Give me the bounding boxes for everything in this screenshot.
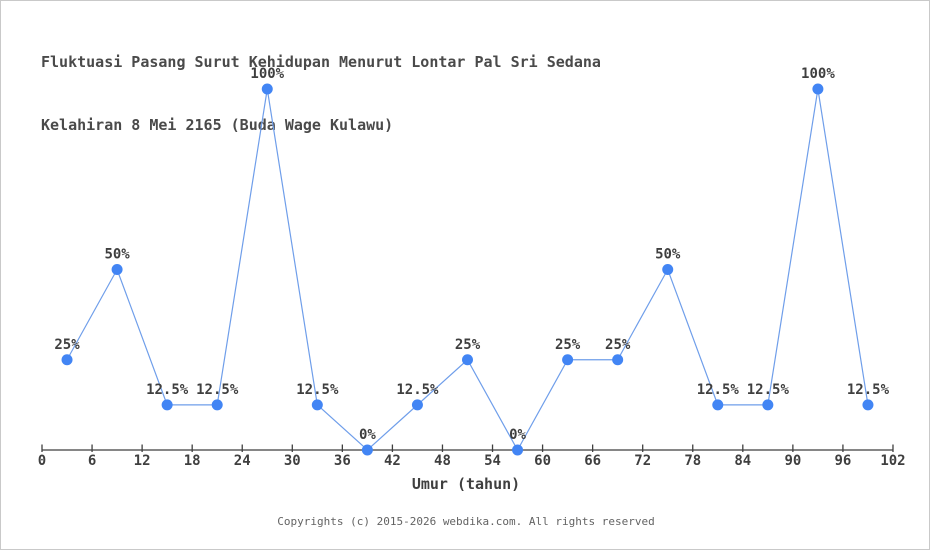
data-point-marker [411,399,423,411]
x-tick-label: 48 [434,453,451,469]
data-point-marker [612,354,624,366]
x-tick-label: 18 [184,453,201,469]
data-point-label: 12.5% [747,382,790,398]
chart-title-line2: Kelahiran 8 Mei 2165 (Buda Wage Kulawu) [41,116,394,134]
data-point-marker [662,264,674,275]
data-point-marker [812,83,824,95]
x-tick-label: 42 [384,453,401,469]
x-tick-label: 30 [284,453,301,469]
data-point-marker [161,399,173,411]
copyright-footer: Copyrights (c) 2015-2026 webdika.com. Al… [277,515,655,528]
x-tick-label: 78 [684,453,701,469]
data-point-marker [712,399,724,411]
x-tick-label: 84 [734,453,751,469]
x-axis-title: Umur (tahun) [411,475,521,493]
data-point-marker [461,354,473,366]
x-tick-label: 72 [634,453,651,469]
data-point-marker [562,354,574,366]
x-tick-label: 66 [584,453,601,469]
data-point-label: 50% [655,247,681,263]
x-tick-label: 6 [88,453,96,469]
data-point-marker [762,399,774,411]
data-point-label: 12.5% [396,382,439,398]
data-point-label: 25% [605,337,631,353]
data-point-label: 50% [104,247,130,263]
x-tick-label: 60 [534,453,551,469]
x-tick-label: 54 [484,453,501,469]
x-tick-label: 90 [784,453,801,469]
data-point-marker [361,444,373,456]
data-point-label: 12.5% [847,382,890,398]
data-point-label: 0% [359,427,376,443]
x-tick-label: 0 [38,453,46,469]
data-point-marker [111,264,123,275]
data-point-marker [862,399,874,411]
chart-title-line1: Fluktuasi Pasang Surut Kehidupan Menurut… [41,53,601,71]
data-point-label: 12.5% [196,382,239,398]
data-point-label: 0% [509,427,526,443]
x-tick-label: 102 [880,453,905,469]
data-point-label: 100% [250,66,284,82]
data-point-label: 25% [555,337,581,353]
data-point-marker [311,399,323,411]
data-point-label: 12.5% [146,382,189,398]
x-tick-label: 36 [334,453,351,469]
data-point-marker [211,399,223,411]
x-tick-label: 12 [134,453,151,469]
data-point-label: 25% [54,337,80,353]
data-point-label: 12.5% [296,382,339,398]
data-point-marker [512,444,524,456]
chart-title: Fluktuasi Pasang Surut Kehidupan Menurut… [41,10,601,178]
data-point-marker [261,83,273,95]
data-point-label: 25% [455,337,481,353]
x-tick-label: 96 [834,453,851,469]
data-point-marker [61,354,73,366]
x-tick-label: 24 [234,453,251,469]
data-point-label: 100% [801,66,835,82]
data-point-label: 12.5% [697,382,740,398]
